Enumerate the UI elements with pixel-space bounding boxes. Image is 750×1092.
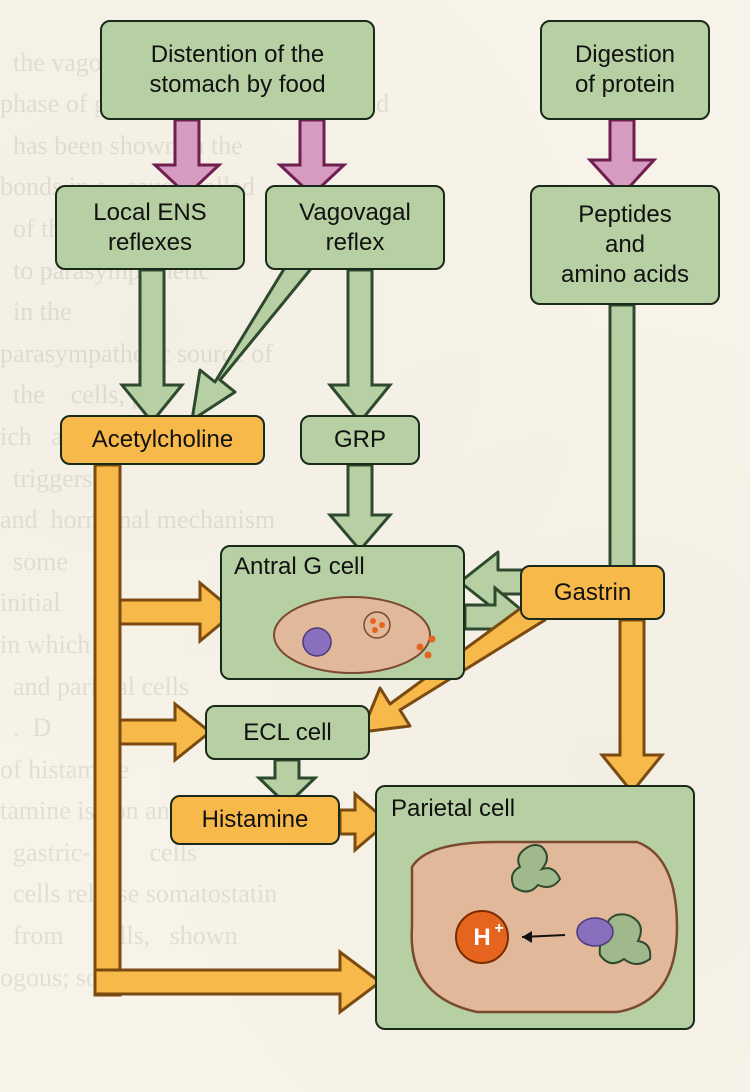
node-peptides-label: Peptides and amino acids	[561, 200, 689, 290]
node-vagovagal: Vagovagal reflex	[265, 185, 445, 270]
arrow-vagovagal-to-ach	[192, 256, 310, 420]
node-parietal: Parietal cell H +	[375, 785, 695, 1030]
antral-cell-illustration	[222, 547, 467, 682]
node-histamine-label: Histamine	[202, 805, 309, 835]
node-ach: Acetylcholine	[60, 415, 265, 465]
node-distention: Distention of the stomach by food	[100, 20, 375, 120]
arrow-grp-to-antral	[330, 465, 390, 550]
svg-text:+: +	[494, 920, 503, 937]
arrow-distention-to-ens	[155, 120, 219, 195]
arrow-distention-to-vagovagal	[280, 120, 344, 195]
node-digestion: Digestion of protein	[540, 20, 710, 120]
node-gastrin-label: Gastrin	[554, 578, 631, 608]
node-histamine: Histamine	[170, 795, 340, 845]
node-ach-label: Acetylcholine	[92, 425, 233, 455]
parietal-cell-illustration: H +	[377, 787, 697, 1032]
node-grp-label: GRP	[334, 425, 386, 455]
node-vagovagal-label: Vagovagal reflex	[299, 198, 411, 258]
arrow-digestion-to-peptides	[590, 120, 654, 195]
arrow-gastrin-to-parietal	[602, 620, 662, 792]
node-ens-label: Local ENS reflexes	[93, 198, 206, 258]
node-ens: Local ENS reflexes	[55, 185, 245, 270]
diagram-container: Distention of the stomach by food Digest…	[40, 10, 720, 1082]
node-peptides: Peptides and amino acids	[530, 185, 720, 305]
node-antral: Antral G cell	[220, 545, 465, 680]
svg-text:H: H	[473, 924, 490, 951]
arrow-vagovagal-to-grp	[330, 270, 390, 422]
node-ecl: ECL cell	[205, 705, 370, 760]
node-grp: GRP	[300, 415, 420, 465]
arrow-ens-to-ach	[122, 270, 182, 422]
node-gastrin: Gastrin	[520, 565, 665, 620]
node-distention-label: Distention of the stomach by food	[149, 40, 325, 100]
node-digestion-label: Digestion of protein	[575, 40, 675, 100]
node-ecl-label: ECL cell	[243, 718, 331, 748]
